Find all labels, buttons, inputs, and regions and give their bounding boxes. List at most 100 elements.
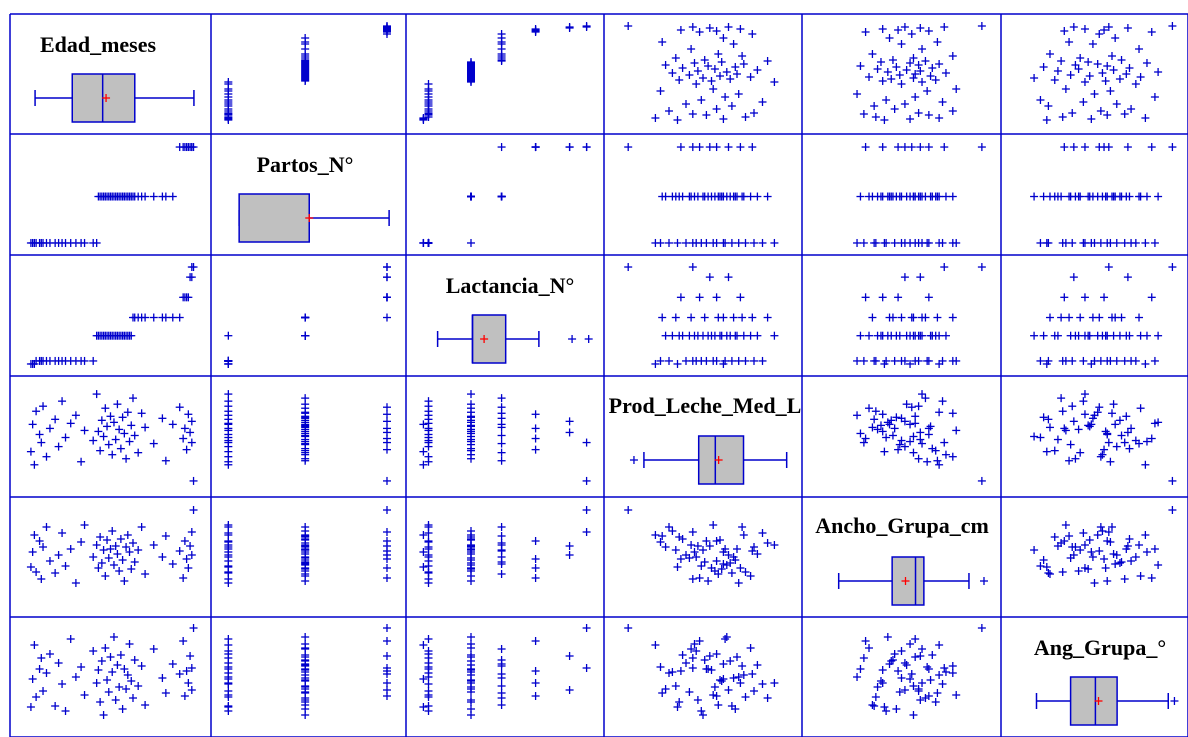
point-2-4-43 (868, 313, 877, 322)
point-5-3-19 (707, 666, 716, 674)
point-1-3-18 (770, 238, 779, 247)
point-4-0-19 (94, 564, 103, 572)
point-1-0-46 (161, 192, 170, 201)
point-2-3-27 (668, 331, 677, 340)
point-2-4-51 (894, 293, 903, 302)
point-4-2-51 (531, 555, 540, 563)
point-4-0-4 (35, 537, 44, 545)
point-4-5-49 (1147, 574, 1156, 582)
point-4-5-24 (1085, 536, 1094, 544)
point-5-3-38 (717, 677, 726, 685)
point-4-3-15 (656, 538, 665, 546)
point-3-4-22 (909, 432, 918, 441)
point-2-4-48 (907, 313, 916, 322)
point-3-0-16 (80, 426, 89, 435)
point-3-1-56 (382, 476, 391, 485)
point-0-4-36 (935, 60, 944, 68)
point-3-5-40 (1117, 431, 1126, 440)
point-1-3-47 (719, 192, 728, 201)
point-2-5-51 (1100, 293, 1109, 302)
point-0-4-46 (933, 38, 942, 46)
point-2-5-56 (1168, 263, 1177, 272)
point-2-5-11 (1079, 356, 1088, 365)
point-3-5-5 (1120, 438, 1129, 447)
point-5-0-10 (54, 659, 63, 667)
point-3-4-18 (918, 390, 927, 399)
point-3-5-25 (1066, 440, 1075, 449)
point-4-0-23 (101, 572, 110, 580)
point-1-0-43 (141, 192, 150, 201)
point-4-1-45 (301, 553, 310, 561)
point-0-4-17 (897, 80, 906, 88)
point-3-0-11 (58, 397, 67, 406)
point-4-5-55 (1104, 528, 1113, 536)
point-4-3-14 (734, 579, 743, 587)
point-3-0-53 (186, 428, 195, 437)
point-4-5-2 (1141, 531, 1150, 539)
scatter-cell-1-0 (26, 143, 198, 247)
point-0-4-11 (938, 98, 947, 106)
point-4-0-47 (168, 560, 177, 568)
point-0-3-38 (717, 58, 726, 66)
point-3-0-54 (187, 417, 196, 426)
point-1-4-49 (861, 143, 870, 152)
point-5-3-0 (673, 703, 682, 711)
point-3-4-39 (921, 394, 930, 403)
point-4-0-11 (58, 529, 67, 537)
point-4-0-43 (141, 570, 150, 578)
point-2-5-43 (1045, 313, 1054, 322)
point-3-2-37 (467, 437, 475, 446)
point-4-3-52 (736, 564, 745, 572)
point-2-5-36 (1093, 331, 1102, 340)
point-0-4-40 (888, 56, 897, 64)
point-2-3-23 (746, 331, 755, 340)
point-5-3-18 (770, 679, 779, 687)
point-0-3-27 (668, 69, 677, 77)
point-0-4-32 (928, 64, 937, 72)
point-4-3-22 (699, 546, 707, 554)
point-5-3-15 (656, 663, 665, 671)
point-5-1-13 (224, 635, 233, 643)
point-2-4-17 (897, 356, 906, 365)
point-1-3-49 (695, 143, 704, 152)
point-4-5-22 (1030, 546, 1039, 554)
scatter-cell-0-4 (853, 22, 986, 124)
point-0-3-50 (712, 27, 721, 35)
point-4-0-20 (96, 533, 105, 541)
point-5-3-56 (624, 624, 633, 632)
point-1-0-56 (189, 143, 198, 152)
point-0-5-39 (1057, 57, 1066, 65)
point-1-2-48 (497, 143, 506, 152)
point-2-0-43 (141, 313, 150, 322)
point-5-2-53 (565, 652, 574, 660)
point-1-4-13 (911, 238, 920, 247)
point-0-3-7 (665, 107, 673, 115)
point-3-1-11 (224, 397, 233, 406)
point-0-3-56 (624, 22, 633, 30)
point-4-3-42 (738, 523, 747, 531)
point-3-2-17 (424, 436, 433, 445)
point-0-2-2 (419, 114, 428, 122)
point-5-0-9 (51, 702, 60, 710)
point-4-0-33 (118, 556, 127, 564)
point-4-3-5 (688, 575, 697, 583)
point-0-5-43 (1045, 50, 1054, 58)
point-2-3-9 (727, 356, 736, 365)
point-2-3-0 (673, 359, 682, 368)
point-3-5-38 (1084, 421, 1093, 430)
point-5-0-6 (39, 687, 48, 695)
point-4-0-34 (120, 577, 129, 585)
point-0-3-28 (722, 68, 731, 76)
point-4-0-39 (128, 539, 137, 547)
point-3-1-13 (224, 419, 233, 428)
point-3-2-54 (565, 417, 574, 426)
point-5-2-13 (424, 635, 433, 643)
point-1-5-16 (1061, 238, 1070, 247)
point-0-3-51 (676, 26, 685, 34)
point-0-3-19 (707, 77, 716, 85)
point-4-0-52 (184, 564, 193, 572)
point-1-3-40 (700, 192, 709, 201)
point-5-0-1 (28, 675, 37, 683)
point-3-5-48 (1095, 403, 1104, 412)
point-3-4-41 (909, 448, 918, 457)
